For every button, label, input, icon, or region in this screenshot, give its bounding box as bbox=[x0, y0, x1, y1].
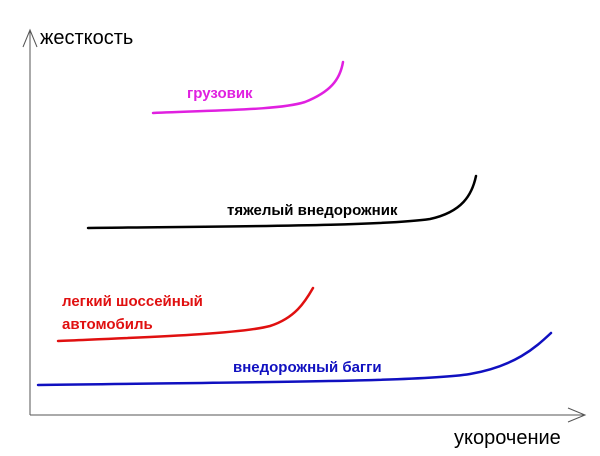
y-axis-label: жесткость bbox=[40, 27, 133, 49]
curve-label: автомобиль bbox=[62, 316, 153, 333]
x-axis-arrow bbox=[567, 407, 587, 423]
axes: жесткость укорочение bbox=[22, 27, 587, 449]
x-axis-label: укорочение bbox=[454, 427, 561, 449]
curve-label: внедорожный багги bbox=[233, 359, 382, 376]
curve-road-car: легкий шоссейный автомобиль bbox=[56, 286, 315, 343]
curve-label: тяжелый внедорожник bbox=[227, 202, 398, 219]
curve-heavy-offroad: тяжелый внедорожник bbox=[86, 174, 478, 230]
y-axis-arrow bbox=[22, 28, 38, 48]
curve-label: легкий шоссейный bbox=[62, 293, 203, 310]
curve-truck: грузовик bbox=[151, 60, 345, 115]
curve-label: грузовик bbox=[187, 85, 253, 102]
curve bbox=[56, 286, 315, 343]
curve bbox=[86, 174, 478, 230]
curve bbox=[151, 60, 345, 115]
curve bbox=[36, 331, 553, 387]
curve-buggy: внедорожный багги bbox=[36, 331, 553, 387]
